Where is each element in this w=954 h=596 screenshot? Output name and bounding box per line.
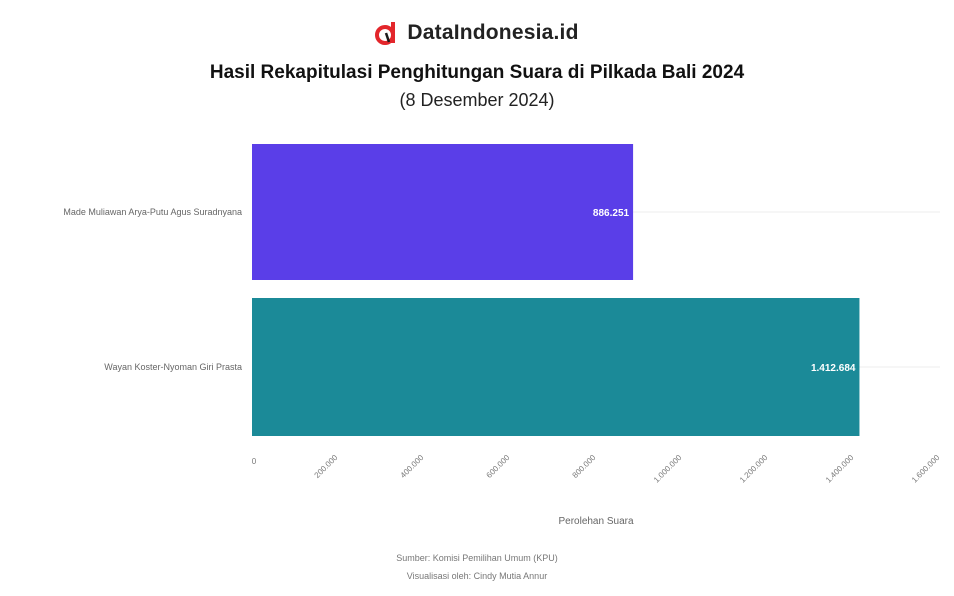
visualizer-credit: Visualisasi oleh: Cindy Mutia Annur	[406, 571, 548, 581]
x-axis-title: Perolehan Suara	[558, 516, 633, 527]
dataindonesia-logo-icon	[375, 22, 396, 45]
category-label: Made Muliawan Arya-Putu Agus Suradnyana	[63, 207, 242, 217]
x-tick-label: 1.600.000	[910, 453, 942, 485]
x-tick-label: 800.000	[571, 453, 598, 480]
x-tick-label: 1.400.000	[824, 453, 856, 485]
chart-subtitle: (8 Desember 2024)	[399, 90, 555, 110]
bar-0	[252, 144, 634, 280]
x-tick-label: 400.000	[399, 453, 426, 480]
category-labels: Made Muliawan Arya-Putu Agus Suradnyana W…	[63, 207, 242, 372]
chart-title: Hasil Rekapitulasi Penghitungan Suara di…	[209, 62, 745, 83]
x-tick-label: 600.000	[485, 453, 512, 480]
brand-header: DataIndonesia.id	[0, 20, 954, 46]
x-tick-label: 200.000	[313, 453, 340, 480]
x-axis-ticks: 0 200.000 400.000 600.000 800.000 1.000.000 1.…	[252, 453, 942, 485]
bar-value-label: 1.412.684	[811, 363, 856, 374]
x-tick-label: 1.200.000	[738, 453, 770, 485]
x-tick-label: 0	[252, 457, 257, 466]
category-label: Wayan Koster-Nyoman Giri Prasta	[104, 362, 242, 372]
source-note: Sumber: Komisi Pemilihan Umum (KPU)	[396, 553, 558, 563]
brand-name: DataIndonesia.id	[407, 21, 579, 44]
x-tick-label: 1.000.000	[652, 453, 684, 485]
bar-value-label: 886.251	[593, 208, 630, 219]
bar-1	[252, 298, 860, 436]
bars: 886.251 1.412.684	[252, 144, 860, 436]
